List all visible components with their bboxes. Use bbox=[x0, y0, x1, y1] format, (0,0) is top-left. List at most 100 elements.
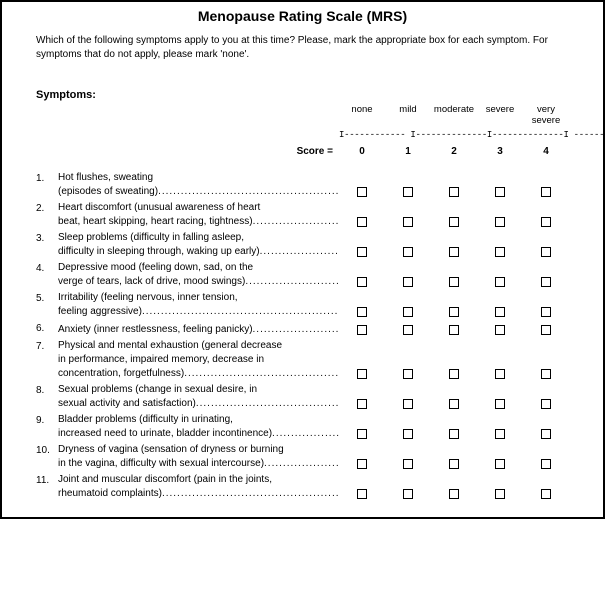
checkbox[interactable] bbox=[357, 489, 367, 499]
column-header: none bbox=[339, 105, 385, 126]
checkbox[interactable] bbox=[541, 325, 551, 335]
checkbox[interactable] bbox=[449, 325, 459, 335]
checkbox[interactable] bbox=[449, 489, 459, 499]
row-text-lastlabel: (episodes of sweating) bbox=[58, 185, 158, 199]
checkbox[interactable] bbox=[541, 459, 551, 469]
checkbox[interactable] bbox=[495, 489, 505, 499]
checkbox[interactable] bbox=[403, 307, 413, 317]
row-text-lastline: Anxiety (inner restlessness, feeling pan… bbox=[58, 323, 339, 337]
checkbox[interactable] bbox=[403, 217, 413, 227]
row-text-line: Sleep problems (difficulty in falling as… bbox=[58, 231, 339, 245]
checkbox[interactable] bbox=[357, 459, 367, 469]
leader-dots: ........................................… bbox=[245, 275, 339, 289]
row-text: Joint and muscular discomfort (pain in t… bbox=[58, 473, 339, 501]
checkbox-cell bbox=[477, 395, 523, 409]
checkbox[interactable] bbox=[541, 277, 551, 287]
checkbox[interactable] bbox=[357, 369, 367, 379]
row-text-lastlabel: Anxiety (inner restlessness, feeling pan… bbox=[58, 323, 253, 337]
row-text-line: Dryness of vagina (sensation of dryness … bbox=[58, 443, 339, 457]
row-text-lastline: sexual activity and satisfaction) ......… bbox=[58, 397, 339, 411]
checkbox[interactable] bbox=[495, 399, 505, 409]
checkbox[interactable] bbox=[449, 369, 459, 379]
row-text: Anxiety (inner restlessness, feeling pan… bbox=[58, 323, 339, 337]
checkbox[interactable] bbox=[357, 187, 367, 197]
checkbox[interactable] bbox=[357, 325, 367, 335]
checkbox[interactable] bbox=[403, 247, 413, 257]
checkbox-cell bbox=[477, 183, 523, 197]
checkbox[interactable] bbox=[541, 489, 551, 499]
checkbox[interactable] bbox=[495, 325, 505, 335]
checkbox[interactable] bbox=[357, 277, 367, 287]
checkbox-cell bbox=[523, 183, 569, 197]
column-header: severe bbox=[477, 105, 523, 126]
checkbox[interactable] bbox=[541, 217, 551, 227]
row-text-line: Depressive mood (feeling down, sad, on t… bbox=[58, 261, 339, 275]
checkbox[interactable] bbox=[449, 307, 459, 317]
checkbox[interactable] bbox=[449, 247, 459, 257]
checkbox[interactable] bbox=[403, 429, 413, 439]
checkbox-cell bbox=[339, 365, 385, 379]
column-header-label: none bbox=[339, 105, 385, 115]
checkbox-cell bbox=[339, 183, 385, 197]
checkbox[interactable] bbox=[495, 307, 505, 317]
checkbox[interactable] bbox=[495, 247, 505, 257]
checkbox-cell bbox=[477, 485, 523, 499]
checkbox-cell bbox=[339, 273, 385, 287]
checkbox[interactable] bbox=[403, 489, 413, 499]
row-number: 3. bbox=[36, 231, 58, 246]
row-text: Sleep problems (difficulty in falling as… bbox=[58, 231, 339, 259]
row-text-lastlabel: rheumatoid complaints) bbox=[58, 487, 162, 501]
checkbox-cell bbox=[523, 273, 569, 287]
checkbox[interactable] bbox=[357, 399, 367, 409]
checkbox[interactable] bbox=[449, 187, 459, 197]
checkbox[interactable] bbox=[449, 429, 459, 439]
row-number: 7. bbox=[36, 339, 58, 354]
row-text-lastline: verge of tears, lack of drive, mood swin… bbox=[58, 275, 339, 289]
checkbox[interactable] bbox=[495, 369, 505, 379]
checkbox-cell bbox=[477, 365, 523, 379]
checkbox[interactable] bbox=[403, 459, 413, 469]
column-header: verysevere bbox=[523, 105, 569, 126]
row-text-lastlabel: concentration, forgetfulness) bbox=[58, 367, 184, 381]
checkbox[interactable] bbox=[403, 325, 413, 335]
checkbox[interactable] bbox=[449, 277, 459, 287]
checkbox[interactable] bbox=[541, 247, 551, 257]
checkbox[interactable] bbox=[403, 369, 413, 379]
checkbox[interactable] bbox=[541, 307, 551, 317]
checkbox[interactable] bbox=[357, 217, 367, 227]
checkbox-group bbox=[339, 243, 569, 259]
checkbox[interactable] bbox=[495, 429, 505, 439]
checkbox[interactable] bbox=[541, 429, 551, 439]
row-text: Heart discomfort (unusual awareness of h… bbox=[58, 201, 339, 229]
checkbox[interactable] bbox=[495, 187, 505, 197]
row-text-lastline: beat, heart skipping, heart racing, tigh… bbox=[58, 215, 339, 229]
row-text: Irritability (feeling nervous, inner ten… bbox=[58, 291, 339, 319]
checkbox-cell bbox=[431, 485, 477, 499]
row-text-line: Irritability (feeling nervous, inner ten… bbox=[58, 291, 339, 305]
row-number: 10. bbox=[36, 443, 58, 458]
checkbox[interactable] bbox=[541, 369, 551, 379]
checkbox[interactable] bbox=[403, 277, 413, 287]
checkbox[interactable] bbox=[449, 399, 459, 409]
row-number: 11. bbox=[36, 473, 58, 488]
checkbox[interactable] bbox=[541, 399, 551, 409]
checkbox[interactable] bbox=[495, 277, 505, 287]
checkbox[interactable] bbox=[541, 187, 551, 197]
checkbox[interactable] bbox=[357, 247, 367, 257]
row-text-lastlabel: verge of tears, lack of drive, mood swin… bbox=[58, 275, 245, 289]
checkbox[interactable] bbox=[495, 459, 505, 469]
symptom-rows: 1.Hot flushes, sweating(episodes of swea… bbox=[36, 171, 569, 501]
checkbox[interactable] bbox=[449, 459, 459, 469]
checkbox-cell bbox=[385, 303, 431, 317]
leader-dots: ........................................… bbox=[253, 215, 339, 229]
checkbox[interactable] bbox=[403, 399, 413, 409]
checkbox[interactable] bbox=[449, 217, 459, 227]
checkbox[interactable] bbox=[495, 217, 505, 227]
row-text-line: Physical and mental exhaustion (general … bbox=[58, 339, 339, 353]
row-number: 4. bbox=[36, 261, 58, 276]
score-number: 2 bbox=[431, 145, 477, 159]
checkbox-cell bbox=[339, 485, 385, 499]
checkbox[interactable] bbox=[403, 187, 413, 197]
checkbox[interactable] bbox=[357, 429, 367, 439]
checkbox[interactable] bbox=[357, 307, 367, 317]
